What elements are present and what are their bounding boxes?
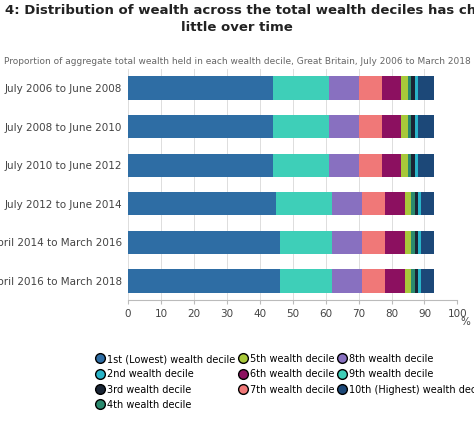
Bar xyxy=(362,192,385,215)
Bar xyxy=(415,76,418,100)
Bar xyxy=(415,269,418,293)
Bar xyxy=(405,269,411,293)
Text: Proportion of aggregate total wealth held in each wealth decile, Great Britain, : Proportion of aggregate total wealth hel… xyxy=(4,57,470,66)
Bar xyxy=(382,154,401,177)
Bar xyxy=(382,76,401,100)
Bar xyxy=(411,154,415,177)
Bar xyxy=(415,154,418,177)
Bar xyxy=(401,76,408,100)
Bar xyxy=(418,154,434,177)
Bar xyxy=(418,115,434,138)
Bar xyxy=(401,154,408,177)
Legend: 1st (Lowest) wealth decile, 2nd wealth decile, 3rd wealth decile, 4th wealth dec: 1st (Lowest) wealth decile, 2nd wealth d… xyxy=(93,349,474,415)
Text: %: % xyxy=(461,317,471,326)
Bar xyxy=(128,154,273,177)
Bar xyxy=(405,192,411,215)
Bar xyxy=(280,231,332,254)
Bar xyxy=(362,231,385,254)
Bar xyxy=(408,115,411,138)
Bar xyxy=(405,231,411,254)
Bar xyxy=(329,76,358,100)
Bar xyxy=(411,269,415,293)
Bar xyxy=(418,269,421,293)
Bar xyxy=(385,231,405,254)
Bar xyxy=(332,269,362,293)
Bar xyxy=(415,192,418,215)
Bar xyxy=(329,115,358,138)
Bar xyxy=(276,192,332,215)
Bar xyxy=(411,115,415,138)
Bar xyxy=(411,76,415,100)
Bar xyxy=(382,115,401,138)
Bar xyxy=(128,269,280,293)
Bar xyxy=(128,115,273,138)
Bar xyxy=(358,115,382,138)
Bar xyxy=(273,76,329,100)
Bar xyxy=(362,269,385,293)
Bar xyxy=(273,154,329,177)
Bar xyxy=(332,192,362,215)
Bar xyxy=(421,192,434,215)
Bar xyxy=(128,192,276,215)
Bar xyxy=(280,269,332,293)
Bar xyxy=(358,154,382,177)
Bar xyxy=(421,269,434,293)
Bar xyxy=(332,231,362,254)
Bar xyxy=(418,76,434,100)
Bar xyxy=(411,231,415,254)
Text: Figure 4: Distribution of wealth across the total wealth deciles has changed
lit: Figure 4: Distribution of wealth across … xyxy=(0,4,474,34)
Bar xyxy=(128,231,280,254)
Bar xyxy=(358,76,382,100)
Bar xyxy=(385,269,405,293)
Bar xyxy=(408,154,411,177)
Bar xyxy=(385,192,405,215)
Bar xyxy=(418,231,421,254)
Bar xyxy=(128,76,273,100)
Bar xyxy=(421,231,434,254)
Bar xyxy=(415,115,418,138)
Bar xyxy=(418,192,421,215)
Bar xyxy=(273,115,329,138)
Bar xyxy=(411,192,415,215)
Bar xyxy=(329,154,358,177)
Bar xyxy=(408,76,411,100)
Bar xyxy=(415,231,418,254)
Bar xyxy=(401,115,408,138)
